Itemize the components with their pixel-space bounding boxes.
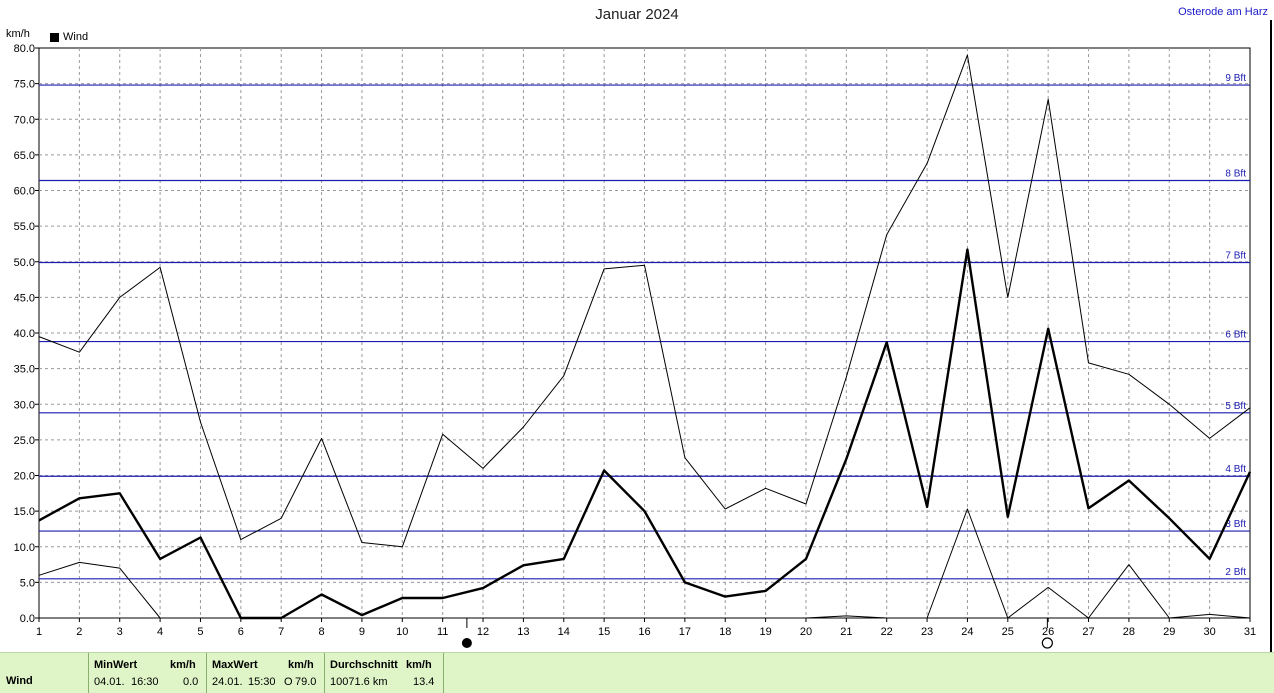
x-tick-label: 17 (679, 626, 691, 638)
x-tick-label: 29 (1163, 626, 1175, 638)
y-tick-label: 35.0 (14, 364, 35, 376)
y-tick-label: 50.0 (14, 257, 35, 269)
legend-swatch (50, 32, 59, 42)
legend-label: Wind (63, 31, 89, 43)
max-value: 79.0 (295, 676, 317, 688)
full-moon-icon (1041, 637, 1053, 649)
x-tick-label: 22 (881, 626, 893, 638)
x-tick-label: 19 (759, 626, 771, 638)
y-tick-label: 70.0 (14, 114, 35, 126)
beaufort-label: 3 Bft (1225, 519, 1246, 530)
max-time: 15:30 (248, 676, 276, 688)
x-axis-ticks: 1 2 3 4 5 6 7 8 9 10 11 12 13 14 15 16 17 18 19 20 21 22 23 24 2… (36, 618, 1256, 638)
avg-value: 13.4 (413, 676, 435, 688)
x-tick-label: 13 (517, 626, 529, 638)
x-tick-label: 23 (921, 626, 933, 638)
x-tick-label: 4 (157, 626, 163, 638)
x-tick-label: 5 (197, 626, 203, 638)
y-tick-label: 75.0 (14, 79, 35, 91)
x-tick-label: 21 (840, 626, 852, 638)
y-tick-label: 65.0 (14, 150, 35, 162)
x-tick-label: 6 (238, 626, 244, 638)
y-axis-unit: km/h (6, 28, 30, 40)
avg-header: Durchschnitt (330, 659, 398, 671)
min-time: 16:30 (131, 676, 159, 688)
beaufort-label: 6 Bft (1225, 330, 1246, 341)
x-tick-label: 1 (36, 626, 42, 638)
max-unit: km/h (288, 659, 314, 671)
x-tick-label: 9 (359, 626, 365, 638)
y-tick-label: 45.0 (14, 292, 35, 304)
x-tick-label: 27 (1082, 626, 1094, 638)
x-tick-label: 7 (278, 626, 284, 638)
right-border (1270, 20, 1272, 690)
series-max-line (38, 54, 1251, 548)
max-cell: MaxWert km/h 24.01. 15:30 O 79.0 (206, 653, 323, 693)
chart-title: Januar 2024 (595, 6, 679, 23)
beaufort-label: 9 Bft (1225, 73, 1246, 84)
footer-row-label: Wind (6, 675, 33, 687)
y-tick-label: 30.0 (14, 399, 35, 411)
beaufort-label: 7 Bft (1225, 250, 1246, 261)
min-date: 04.01. (94, 676, 125, 688)
y-tick-label: 60.0 (14, 186, 35, 198)
beaufort-label: 2 Bft (1225, 567, 1246, 578)
moon-phases (461, 618, 1053, 649)
min-value: 0.0 (183, 676, 199, 688)
x-tick-label: 10 (396, 626, 408, 638)
legend: Wind (50, 31, 88, 43)
min-unit: km/h (170, 659, 196, 671)
max-direction: O (284, 676, 293, 688)
max-header: MaxWert (212, 659, 258, 671)
beaufort-label: 5 Bft (1225, 401, 1246, 412)
y-tick-label: 15.0 (14, 506, 35, 518)
x-tick-label: 24 (961, 626, 973, 638)
y-tick-label: 55.0 (14, 221, 35, 233)
x-tick-label: 26 (1042, 626, 1054, 638)
summary-footer: Wind MinWert km/h 04.01. 16:30 0.0 MaxWe… (0, 652, 1274, 693)
x-tick-label: 14 (558, 626, 570, 638)
x-tick-label: 18 (719, 626, 731, 638)
y-tick-label: 40.0 (14, 328, 35, 340)
x-tick-label: 3 (117, 626, 123, 638)
new-moon-icon (461, 638, 472, 648)
avg-cell: Durchschnitt km/h 10071.6 km 13.4 (324, 653, 443, 693)
x-tick-label: 11 (437, 626, 448, 638)
y-tick-label: 20.0 (14, 471, 35, 483)
y-tick-label: 10.0 (14, 542, 35, 554)
beaufort-lines: 2 Bft 3 Bft 4 Bft 5 Bft 6 Bft 7 Bft 8 Bft 9 Bft (39, 73, 1250, 580)
y-axis-ticks: 0.0 5.0 10.0 15.0 20.0 25.0 30.0 35.0 40.0 45.0 50… (14, 43, 39, 625)
x-tick-label: 30 (1204, 626, 1216, 638)
x-tick-label: 31 (1244, 626, 1256, 638)
beaufort-label: 4 Bft (1225, 464, 1246, 475)
y-tick-label: 5.0 (20, 577, 35, 589)
x-tick-label: 2 (76, 626, 82, 638)
footer-divider (443, 653, 444, 693)
max-date: 24.01. (212, 676, 243, 688)
x-tick-label: 20 (800, 626, 812, 638)
x-tick-label: 8 (319, 626, 325, 638)
y-tick-label: 0.0 (20, 613, 35, 625)
min-cell: MinWert km/h 04.01. 16:30 0.0 (88, 653, 205, 693)
x-tick-label: 15 (598, 626, 610, 638)
y-tick-label: 25.0 (14, 435, 35, 447)
x-tick-label: 16 (638, 626, 650, 638)
station-link[interactable]: Osterode am Harz (1178, 6, 1268, 18)
x-tick-label: 28 (1123, 626, 1135, 638)
wind-chart: 2 Bft 3 Bft 4 Bft 5 Bft 6 Bft 7 Bft 8 Bft 9 Bft… (14, 43, 1256, 649)
beaufort-label: 8 Bft (1225, 169, 1246, 180)
x-tick-label: 12 (477, 626, 489, 638)
avg-distance: 10071.6 km (330, 676, 388, 688)
min-header: MinWert (94, 659, 138, 671)
y-tick-label: 80.0 (14, 43, 35, 55)
avg-unit: km/h (406, 659, 432, 671)
x-tick-label: 25 (1002, 626, 1014, 638)
